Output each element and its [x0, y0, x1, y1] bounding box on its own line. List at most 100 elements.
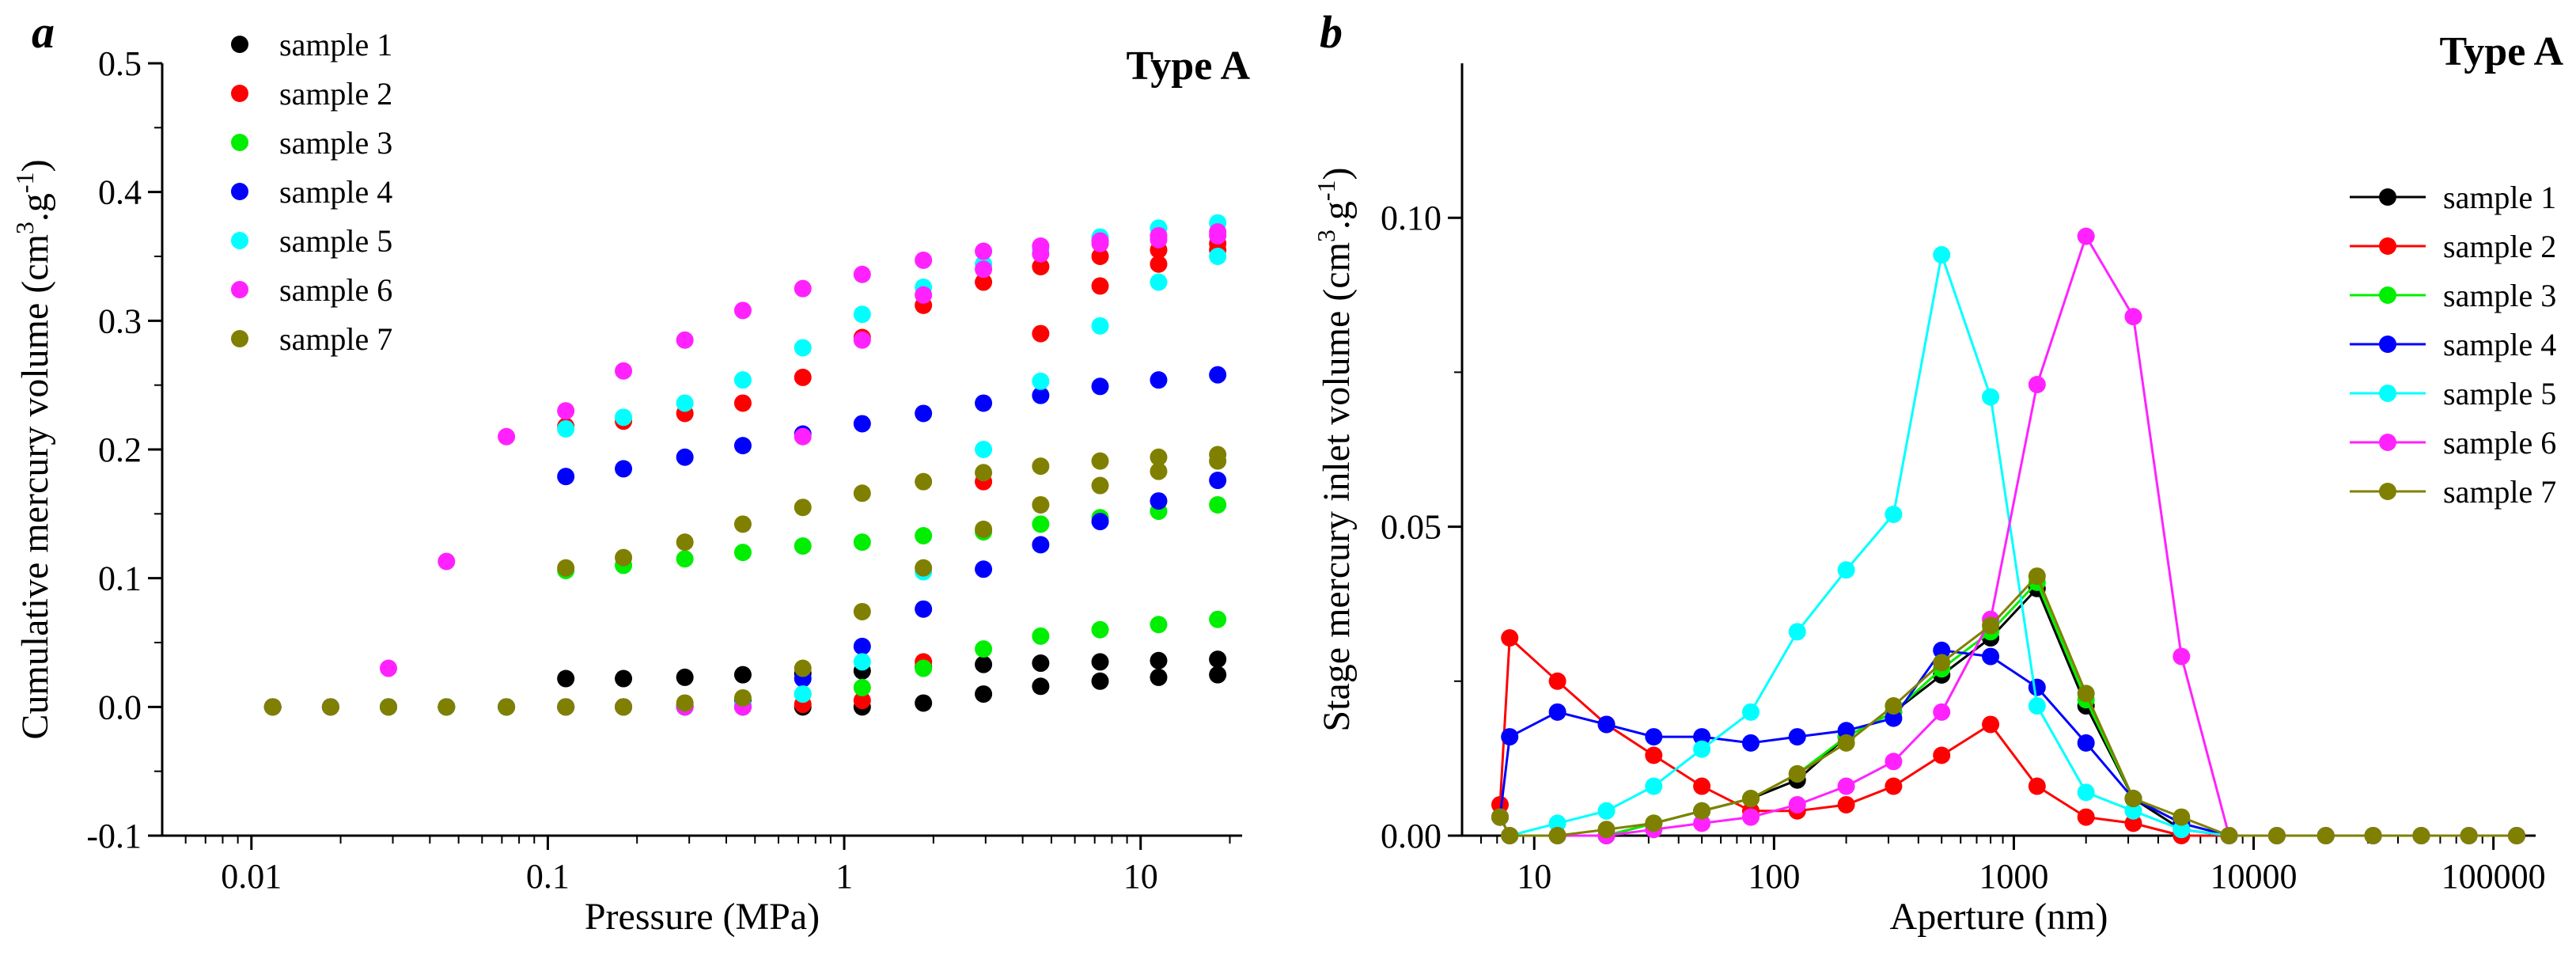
- data-point: [975, 520, 993, 538]
- y-tick-label: 0.5: [98, 44, 142, 83]
- data-point: [1693, 728, 1711, 746]
- data-point: [2364, 827, 2382, 844]
- y-tick-label: 0.05: [1381, 508, 1441, 547]
- data-point: [615, 460, 633, 478]
- data-point: [853, 653, 871, 671]
- data-point: [853, 678, 871, 696]
- series-sample-7: [263, 446, 1227, 716]
- data-point: [1150, 255, 1168, 273]
- legend-entry: sample 6: [231, 272, 392, 308]
- data-point: [1209, 226, 1227, 245]
- data-point: [1032, 536, 1050, 554]
- data-point: [1933, 641, 1951, 659]
- data-point: [1788, 795, 1806, 813]
- legend-label: sample 2: [279, 76, 392, 112]
- data-point: [1741, 734, 1760, 752]
- data-point: [1091, 513, 1109, 531]
- data-point: [2077, 684, 2095, 703]
- x-tick-label: 0.01: [221, 857, 282, 896]
- legend-marker: [2379, 385, 2396, 402]
- data-point: [380, 659, 398, 677]
- data-point: [915, 694, 933, 712]
- legend-entry: sample 5: [2350, 376, 2556, 411]
- legend-label: sample 7: [279, 321, 392, 357]
- y-tick-label: 0.2: [98, 430, 142, 469]
- data-point: [1933, 654, 1951, 672]
- data-point: [2317, 827, 2335, 844]
- data-point: [2028, 376, 2046, 394]
- data-point: [1150, 651, 1168, 669]
- data-point: [1548, 672, 1566, 690]
- data-point: [794, 685, 812, 703]
- data-point: [853, 305, 871, 324]
- legend-label: sample 6: [2443, 425, 2556, 461]
- series-sample-7: [1491, 567, 2526, 844]
- data-point: [1837, 722, 1855, 740]
- data-point: [915, 251, 933, 269]
- legend-entry: sample 6: [2350, 425, 2556, 461]
- data-point: [1209, 495, 1227, 514]
- data-point: [1209, 446, 1227, 464]
- panel-b-letter: b: [1320, 6, 1343, 58]
- data-point: [1491, 808, 1509, 826]
- data-point: [2173, 821, 2191, 839]
- data-point: [1032, 372, 1050, 390]
- panel-b-x-axis-label: Aperture (nm): [1890, 896, 2108, 938]
- panel-a-letter: a: [32, 6, 55, 58]
- data-point: [1548, 703, 1566, 721]
- legend-marker: [231, 134, 248, 151]
- data-point: [615, 408, 633, 427]
- panel-a-type-label: Type A: [1126, 44, 1250, 89]
- data-point: [2124, 790, 2142, 808]
- legend-marker: [2379, 188, 2396, 206]
- data-point: [2173, 647, 2191, 666]
- y-tick-label: -0.1: [86, 817, 142, 855]
- legend-marker: [231, 281, 248, 298]
- data-point: [1933, 746, 1951, 764]
- data-point: [1209, 610, 1227, 628]
- data-point: [2412, 827, 2430, 844]
- data-point: [1032, 677, 1050, 696]
- data-point: [1597, 821, 1616, 839]
- data-point: [1209, 472, 1227, 490]
- legend-marker: [2379, 237, 2396, 255]
- data-point: [794, 427, 812, 446]
- data-point: [2124, 814, 2142, 832]
- data-point: [794, 368, 812, 386]
- legend-marker: [2379, 286, 2396, 304]
- data-point: [1150, 230, 1168, 248]
- legend-label: sample 3: [2443, 278, 2556, 313]
- data-point: [1645, 777, 1663, 795]
- data-point: [438, 698, 456, 716]
- series-sample-5: [263, 214, 1227, 716]
- data-point: [615, 698, 633, 716]
- data-point: [676, 668, 694, 686]
- data-point: [1209, 650, 1227, 669]
- data-point: [1091, 452, 1109, 470]
- data-point: [438, 552, 456, 571]
- data-point: [1645, 814, 1663, 832]
- data-point: [853, 533, 871, 552]
- data-point: [975, 685, 993, 703]
- data-point: [1032, 245, 1050, 263]
- data-point: [1693, 740, 1711, 758]
- legend-entry: sample 2: [231, 76, 392, 112]
- data-point: [1091, 620, 1109, 639]
- data-point: [1645, 746, 1663, 764]
- legend-marker: [231, 85, 248, 102]
- data-point: [915, 526, 933, 544]
- x-tick-label: 10: [1517, 857, 1551, 896]
- legend-label: sample 6: [279, 272, 392, 308]
- data-point: [2124, 308, 2142, 326]
- data-point: [1597, 802, 1616, 820]
- data-point: [2173, 808, 2191, 826]
- data-point: [1982, 715, 2000, 734]
- data-point: [1501, 827, 1519, 844]
- legend-entry: sample 1: [231, 27, 392, 63]
- panel-b-y-axis-label: Stage mercury inlet volume (cm3.g-1): [1312, 167, 1358, 731]
- data-point: [975, 640, 993, 658]
- data-point: [676, 394, 694, 412]
- legend-entry: sample 4: [231, 174, 392, 210]
- x-tick-label: 100000: [2442, 857, 2546, 896]
